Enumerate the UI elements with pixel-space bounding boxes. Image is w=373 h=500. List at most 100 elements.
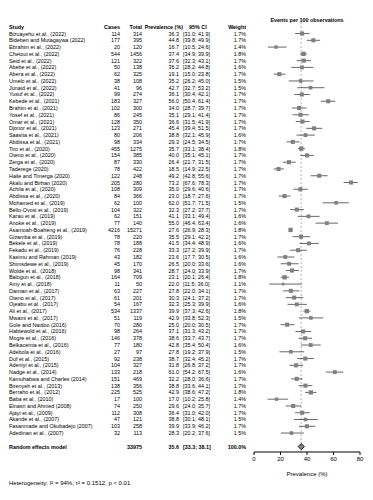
svg-text:1.7%: 1.7% (234, 362, 246, 368)
svg-text:227: 227 (133, 288, 142, 294)
svg-text:300: 300 (133, 105, 142, 111)
svg-text:[20.0; 33.6]: [20.0; 33.6] (183, 261, 210, 267)
svg-text:327: 327 (133, 98, 142, 104)
svg-text:Akande et al., (2007): Akande et al., (2007) (9, 416, 59, 422)
svg-text:1.7%: 1.7% (234, 383, 246, 389)
svg-text:1.5%: 1.5% (234, 78, 246, 84)
svg-text:Weight: Weight (228, 24, 246, 30)
svg-text:62: 62 (114, 71, 120, 77)
svg-text:250: 250 (133, 403, 142, 409)
svg-text:45.4: 45.4 (169, 125, 180, 131)
svg-text:78: 78 (114, 240, 120, 246)
svg-text:23.1: 23.1 (169, 274, 180, 280)
svg-text:Kasimu and Rahman (2019): Kasimu and Rahman (2019) (9, 254, 77, 260)
svg-text:Random effects model: Random effects model (9, 444, 67, 450)
svg-text:36.6: 36.6 (169, 119, 180, 125)
svg-text:38: 38 (114, 78, 120, 84)
svg-text:1.7%: 1.7% (234, 37, 246, 43)
svg-text:1.7%: 1.7% (234, 112, 246, 118)
svg-text:225: 225 (111, 389, 120, 395)
svg-text:41: 41 (114, 85, 120, 91)
svg-text:395: 395 (133, 37, 142, 43)
svg-text:327: 327 (133, 362, 142, 368)
svg-text:Yusuf et al., (2022): Yusuf et al., (2022) (9, 91, 54, 97)
svg-text:30.3: 30.3 (169, 295, 180, 301)
svg-text:0: 0 (252, 456, 256, 462)
svg-text:32.3: 32.3 (169, 207, 180, 213)
svg-text:[20.1; 26.4]: [20.1; 26.4] (183, 274, 210, 280)
svg-text:120: 120 (133, 44, 142, 50)
svg-text:99: 99 (114, 91, 120, 97)
svg-text:28.7: 28.7 (169, 268, 180, 274)
svg-text:[19.2; 37.9]: [19.2; 37.9] (183, 349, 210, 355)
svg-text:264: 264 (133, 328, 142, 334)
svg-text:38.8: 38.8 (169, 132, 180, 138)
svg-text:27.6: 27.6 (169, 227, 180, 233)
svg-text:100.0%: 100.0% (228, 444, 246, 450)
svg-text:104: 104 (111, 207, 120, 213)
svg-text:Zerga et al., (2020): Zerga et al., (2020) (9, 159, 55, 165)
svg-text:1.5%: 1.5% (234, 315, 246, 321)
svg-text:40: 40 (304, 456, 311, 462)
svg-text:Study: Study (9, 24, 24, 30)
svg-text:35.2: 35.2 (169, 78, 180, 84)
svg-text:108: 108 (111, 186, 120, 192)
svg-text:1.7%: 1.7% (234, 71, 246, 77)
svg-text:[30.4; 42.1]: [30.4; 42.1] (183, 91, 210, 97)
svg-text:220: 220 (133, 234, 142, 240)
svg-text:62: 62 (114, 213, 120, 219)
svg-text:50: 50 (136, 281, 142, 287)
svg-text:[29.1; 41.4]: [29.1; 41.4] (183, 112, 210, 118)
svg-text:[27.2; 37.7]: [27.2; 37.7] (183, 207, 210, 213)
svg-text:39.9: 39.9 (169, 423, 180, 429)
svg-text:96: 96 (136, 85, 142, 91)
svg-text:Belkacemia et al., (2016): Belkacemia et al., (2016) (9, 342, 69, 348)
svg-text:35.5: 35.5 (169, 234, 180, 240)
svg-text:322: 322 (133, 58, 142, 64)
svg-text:1.7%: 1.7% (234, 166, 246, 172)
svg-text:38.8: 38.8 (169, 383, 180, 389)
svg-text:Habtewold et al., (2016): Habtewold et al., (2016) (9, 328, 66, 334)
svg-text:1.6%: 1.6% (234, 132, 246, 138)
svg-text:Djonor et al., (2021): Djonor et al., (2021) (9, 125, 57, 131)
svg-text:140: 140 (133, 220, 142, 226)
svg-text:[33.7; 43.7]: [33.7; 43.7] (183, 335, 210, 341)
svg-text:[32.7; 53.2]: [32.7; 53.2] (183, 85, 210, 91)
svg-text:113: 113 (133, 430, 142, 436)
svg-text:47: 47 (114, 416, 120, 422)
svg-text:Mohamed et al., (2019): Mohamed et al., (2019) (9, 200, 65, 206)
svg-text:[10.2; 25.8]: [10.2; 25.8] (183, 396, 210, 402)
svg-text:34.0: 34.0 (169, 105, 180, 111)
svg-text:70: 70 (114, 322, 120, 328)
svg-text:341: 341 (133, 268, 142, 274)
svg-text:1.6%: 1.6% (234, 301, 246, 307)
svg-text:20: 20 (114, 44, 120, 50)
svg-text:314: 314 (133, 31, 142, 37)
svg-text:80: 80 (114, 132, 120, 138)
svg-text:238: 238 (133, 356, 142, 362)
svg-text:Karau et al., (2019): Karau et al., (2019) (9, 213, 55, 219)
svg-text:35.0: 35.0 (169, 186, 180, 192)
svg-text:[33.8; 52.3]: [33.8; 52.3] (183, 315, 210, 321)
svg-text:[14.9; 22.5]: [14.9; 22.5] (183, 166, 210, 172)
svg-text:Abdissa et al., (2021): Abdissa et al., (2021) (9, 139, 60, 145)
svg-text:36.3: 36.3 (169, 31, 180, 37)
svg-text:Kebede et al., (2021): Kebede et al., (2021) (9, 98, 60, 104)
svg-text:[26.8; 37.2]: [26.8; 37.2] (183, 362, 210, 368)
svg-text:1.5%: 1.5% (234, 85, 246, 91)
svg-text:[17.7; 30.5]: [17.7; 30.5] (183, 254, 210, 260)
svg-text:35.1: 35.1 (169, 112, 180, 118)
svg-text:51: 51 (114, 315, 120, 321)
svg-text:37.4: 37.4 (169, 51, 180, 57)
svg-text:Abera et al., (2022): Abera et al., (2022) (9, 71, 55, 77)
svg-text:Kamuhabwa and Charles (2014): Kamuhabwa and Charles (2014) (9, 376, 87, 382)
svg-text:[10.5; 24.6]: [10.5; 24.6] (183, 44, 210, 50)
svg-text:422: 422 (133, 166, 142, 172)
svg-text:76: 76 (114, 247, 120, 253)
svg-text:11: 11 (114, 281, 120, 287)
svg-text:Shimsdewe et al., (2019): Shimsdewe et al., (2019) (9, 261, 69, 267)
svg-text:44.8: 44.8 (169, 37, 180, 43)
svg-text:42.9: 42.9 (169, 315, 180, 321)
svg-text:104: 104 (111, 362, 120, 368)
svg-text:121: 121 (133, 416, 142, 422)
